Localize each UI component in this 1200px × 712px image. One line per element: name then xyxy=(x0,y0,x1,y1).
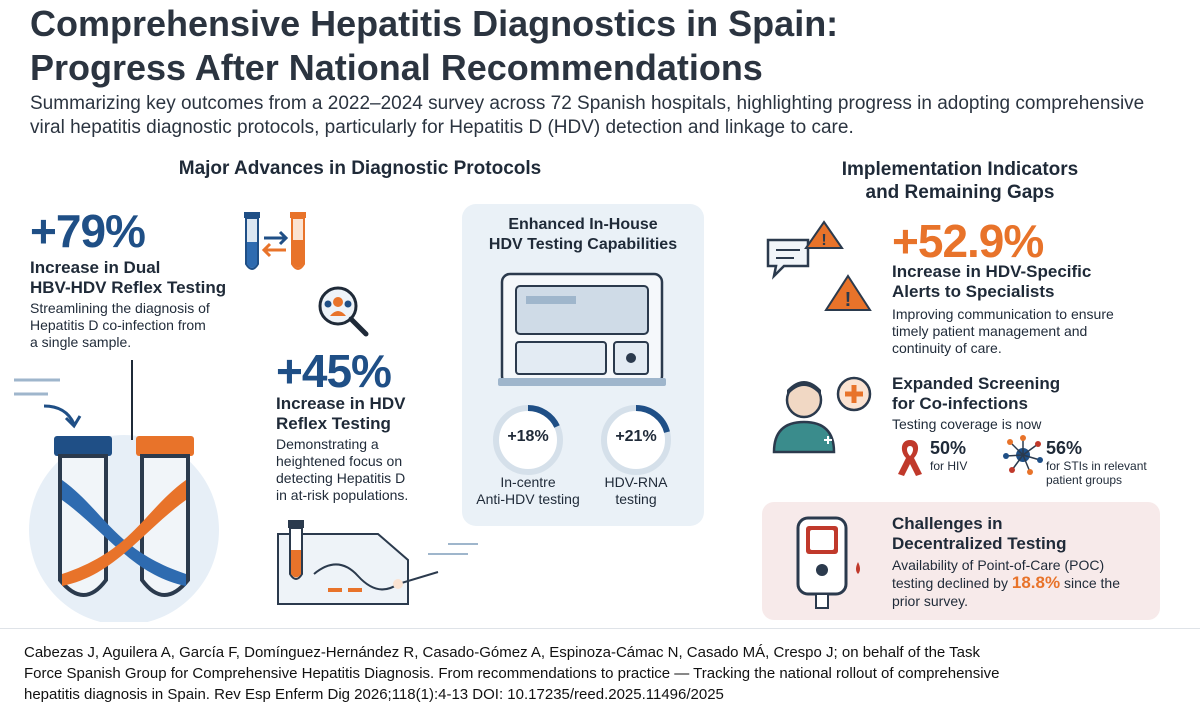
stat-dual-reflex-desc-line-2: Hepatitis D co-infection from xyxy=(30,317,206,333)
stat-dual-reflex-desc-line-1: Streamlining the diagnosis of xyxy=(30,300,210,316)
stat-hdv-alerts-desc-line-3: continuity of care. xyxy=(892,340,1002,356)
challenges-desc-line-2: testing declined by 18.8% since the xyxy=(892,574,1156,592)
stat-dual-reflex-desc-line-3: a single sample. xyxy=(30,334,132,350)
stat-hdv-alerts-desc-line-1: Improving communication to ensure xyxy=(892,306,1114,322)
citation-line-1: Cabezas J, Aguilera A, García F, Domíngu… xyxy=(24,644,981,661)
stat-hdv-reflex-title-line-1: Increase in HDV xyxy=(276,394,406,413)
stat-hdv-reflex-desc: Demonstrating a heightened focus on dete… xyxy=(276,436,456,504)
ring-anti-hdv-label: +18% xyxy=(507,428,549,445)
in-house-testing-title-line-2: HDV Testing Capabilities xyxy=(488,236,678,253)
screening-title: Expanded Screening for Co-infections xyxy=(892,374,1152,414)
svg-text:!: ! xyxy=(845,289,852,311)
person-plus-icon xyxy=(772,376,872,454)
stat-hdv-reflex-desc-line-3: detecting Hepatitis D xyxy=(276,470,406,486)
virus-network-icon xyxy=(1003,435,1043,475)
ring-anti-hdv-caption-line-1: In-centre xyxy=(500,474,556,490)
stat-hdv-reflex-title-line-2: Reflex Testing xyxy=(276,414,391,433)
hiv-label: for HIV xyxy=(930,459,968,473)
citation-divider xyxy=(0,628,1200,629)
stat-dual-reflex-title: Increase in Dual HBV-HDV Reflex Testing xyxy=(30,258,270,298)
in-house-testing-title-line-1: Enhanced In-House xyxy=(508,216,658,233)
magnifier-people-icon xyxy=(318,286,369,337)
challenges-decline-value: 18.8% xyxy=(1011,573,1061,592)
challenges-desc: Availability of Point-of-Care (POC) test… xyxy=(892,556,1156,610)
screening-title-line-1: Expanded Screening xyxy=(892,374,1061,393)
right-section-heading-line-2: and Remaining Gaps xyxy=(865,182,1055,203)
challenges-desc-post: since the xyxy=(1063,575,1120,591)
test-tubes-exchange-icon xyxy=(244,212,306,270)
chat-alert-icon: ! ! xyxy=(766,220,872,311)
sti-value: 56% xyxy=(1046,438,1083,458)
ring-hdv-rna-caption: HDV-RNA testing xyxy=(576,474,696,508)
stat-dual-reflex-title-line-1: Increase in Dual xyxy=(30,258,161,277)
right-section-heading-line-1: Implementation Indicators xyxy=(841,159,1079,180)
hiv-ribbon-icon xyxy=(898,440,922,476)
stat-hdv-reflex-desc-line-1: Demonstrating a xyxy=(276,436,379,452)
hiv-value: 50% xyxy=(930,438,967,458)
right-section-heading: Implementation Indicators and Remaining … xyxy=(790,158,1130,204)
ring-anti-hdv-arc xyxy=(493,405,563,475)
left-section-heading: Major Advances in Diagnostic Protocols xyxy=(178,158,542,179)
poc-glucometer-icon xyxy=(796,516,860,609)
ring-hdv-rna-caption-line-2: testing xyxy=(615,491,657,507)
stat-hdv-alerts-value: +52.9% xyxy=(892,215,1044,267)
stat-hdv-alerts-desc-line-2: timely patient management and xyxy=(892,323,1088,339)
stat-dual-reflex-title-line-2: HBV-HDV Reflex Testing xyxy=(30,278,227,297)
stat-hdv-alerts-title-line-2: Alerts to Specialists xyxy=(892,282,1055,301)
screening-intro: Testing coverage is now xyxy=(892,416,1042,432)
sti-label: for STIs in relevant patient groups xyxy=(1046,459,1147,487)
sti-label-line-2: patient groups xyxy=(1046,473,1123,487)
stat-dual-reflex-desc: Streamlining the diagnosis of Hepatitis … xyxy=(30,300,260,351)
lab-analyzer-machine-icon xyxy=(498,272,666,386)
sample-analyser-illustration xyxy=(277,520,478,605)
stat-hdv-reflex-title: Increase in HDV Reflex Testing xyxy=(276,394,456,434)
title-line-1: Comprehensive Hepatitis Diagnostics in S… xyxy=(30,3,839,44)
challenges-desc-line-1: Availability of Point-of-Care (POC) xyxy=(892,557,1105,573)
ring-hdv-rna-caption-line-1: HDV-RNA xyxy=(604,474,668,490)
ring-hdv-rna-arc xyxy=(601,405,671,475)
challenges-title: Challenges in Decentralized Testing xyxy=(892,514,1152,554)
citation-line-3: hepatitis diagnosis in Spain. Rev Esp En… xyxy=(24,686,724,703)
ring-anti-hdv-progress xyxy=(493,405,563,475)
challenges-desc-pre: testing declined by xyxy=(892,575,1008,591)
ring-anti-hdv-caption: In-centre Anti-HDV testing xyxy=(466,474,590,508)
stat-dual-reflex-value: +79% xyxy=(30,205,146,257)
screening-title-line-2: for Co-infections xyxy=(892,394,1028,413)
in-house-testing-title: Enhanced In-House HDV Testing Capabiliti… xyxy=(462,215,704,255)
citation: Cabezas J, Aguilera A, García F, Domíngu… xyxy=(24,642,1184,705)
title-line-2: Progress After National Recommendations xyxy=(30,47,763,88)
challenges-title-line-2: Decentralized Testing xyxy=(892,534,1067,553)
ring-hdv-rna-progress xyxy=(601,405,671,475)
stat-hdv-reflex-value: +45% xyxy=(276,345,392,397)
challenges-title-line-1: Challenges in xyxy=(892,514,1003,533)
ring-hdv-rna-label: +21% xyxy=(615,428,657,445)
svg-text:!: ! xyxy=(821,232,826,249)
sti-label-line-1: for STIs in relevant xyxy=(1046,459,1147,473)
stat-hdv-alerts-title: Increase in HDV-Specific Alerts to Speci… xyxy=(892,262,1172,302)
stat-hdv-alerts-desc: Improving communication to ensure timely… xyxy=(892,306,1182,357)
ring-anti-hdv-caption-line-2: Anti-HDV testing xyxy=(476,491,580,507)
stat-hdv-reflex-desc-line-4: in at-risk populations. xyxy=(276,487,409,503)
challenges-desc-line-3: prior survey. xyxy=(892,593,968,609)
crossed-test-tubes-illustration xyxy=(14,360,219,622)
stat-hdv-alerts-title-line-1: Increase in HDV-Specific xyxy=(892,262,1092,281)
stat-hdv-reflex-desc-line-2: heightened focus on xyxy=(276,453,403,469)
page-subtitle: Summarizing key outcomes from a 2022–202… xyxy=(30,93,1145,138)
page-title: Comprehensive Hepatitis Diagnostics in S… xyxy=(30,2,1180,90)
citation-line-2: Force Spanish Group for Comprehensive He… xyxy=(24,665,1000,682)
